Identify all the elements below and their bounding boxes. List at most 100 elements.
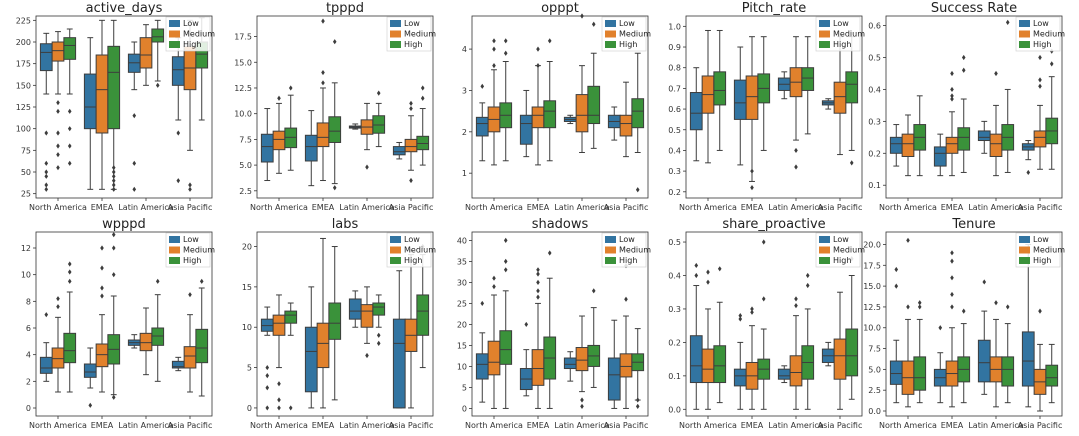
- y-tick-label: 17.5: [234, 33, 252, 42]
- y-tick-label: 17.5: [863, 261, 881, 270]
- box-body: [745, 75, 759, 120]
- box-body: [95, 343, 109, 368]
- outlier-point: [750, 309, 754, 315]
- x-tick-label: North America: [679, 203, 737, 212]
- outlier-point: [536, 294, 540, 300]
- legend-swatch-low: [605, 20, 616, 27]
- outlier-point: [111, 182, 116, 188]
- box-body: [1033, 130, 1047, 148]
- outlier-point: [44, 160, 49, 166]
- x-tick-label: EMEA: [527, 203, 550, 212]
- box-low: [392, 270, 406, 409]
- outlier-point: [88, 402, 93, 408]
- box-high: [913, 95, 927, 177]
- x-tick-label: EMEA: [91, 421, 114, 430]
- outlier-point: [365, 164, 369, 170]
- outlier-point: [321, 69, 325, 76]
- box-low: [889, 266, 903, 404]
- box-body: [531, 106, 545, 129]
- box-body: [475, 353, 489, 380]
- box-body: [889, 360, 903, 385]
- box-medium: [316, 237, 330, 409]
- box-medium: [789, 296, 803, 410]
- outlier-point: [376, 340, 381, 346]
- outlier-point: [761, 296, 766, 302]
- legend-label: High: [1033, 40, 1051, 49]
- box-body: [51, 41, 65, 62]
- box-body: [575, 347, 589, 372]
- y-tick-label: 3: [462, 86, 467, 95]
- x-tick-label: Latin America: [768, 421, 823, 430]
- box-body: [619, 114, 633, 137]
- box-body: [713, 345, 727, 384]
- outlier-point: [409, 100, 413, 107]
- box-medium: [487, 275, 501, 409]
- box-high: [1045, 343, 1059, 404]
- outlier-point: [503, 267, 508, 273]
- outlier-point: [277, 397, 281, 403]
- legend-swatch-high: [819, 41, 830, 48]
- x-tick-label: Latin America: [968, 421, 1023, 430]
- box-low: [127, 41, 141, 192]
- outlier-point: [188, 186, 192, 192]
- box-low: [83, 347, 97, 408]
- outlier-point: [950, 70, 954, 77]
- outlier-point: [44, 312, 49, 318]
- x-tick-label: North America: [465, 203, 523, 212]
- legend-label: Medium: [1033, 30, 1065, 39]
- outlier-point: [750, 168, 754, 174]
- outlier-point: [56, 108, 60, 114]
- box-medium: [833, 36, 847, 156]
- legend-swatch-high: [605, 41, 616, 48]
- y-tick-label: 200: [16, 38, 31, 47]
- panel-labs: labs 0 5 10 15 20 North America EMEA Latin Ameri…: [242, 217, 436, 430]
- box-high: [499, 237, 513, 409]
- legend-label: Medium: [1033, 246, 1065, 255]
- outlier-point: [950, 96, 954, 102]
- box-medium: [619, 263, 633, 409]
- panel-shadows: shadows 0 5 10 15 20 25 30 35 40 North America EMEA…: [457, 217, 651, 430]
- box-medium: [404, 100, 418, 184]
- legend-label: Medium: [619, 246, 651, 255]
- legend-swatch-medium: [605, 246, 616, 254]
- outlier-point: [277, 381, 281, 387]
- x-tick-label: North America: [679, 421, 737, 430]
- box-body: [372, 302, 386, 316]
- box-low: [348, 290, 362, 328]
- outlier-point: [176, 130, 181, 136]
- y-tick-label: 0.6: [868, 22, 881, 31]
- box-low: [260, 108, 274, 182]
- y-tick-label: 2.5: [868, 386, 881, 395]
- y-tick-label: 15: [457, 341, 467, 350]
- y-tick-label: 0.6: [668, 105, 681, 114]
- x-tick-label: Asia Pacific: [389, 203, 434, 212]
- box-low: [607, 106, 621, 141]
- y-tick-label: 0.8: [668, 64, 681, 73]
- panel-title: labs: [332, 217, 359, 232]
- y-tick-label: 0.9: [668, 43, 681, 52]
- box-body: [689, 92, 703, 131]
- box-high: [757, 36, 771, 151]
- legend-label: Low: [183, 19, 199, 28]
- y-tick-label: 6: [26, 324, 31, 333]
- y-tick-label: 0: [26, 404, 31, 413]
- x-tick-label: Asia Pacific: [604, 421, 649, 430]
- y-tick-label: 0.4: [668, 271, 681, 280]
- y-tick-label: 10: [21, 271, 31, 280]
- outlier-point: [906, 304, 910, 310]
- y-tick-label: 20: [242, 243, 252, 252]
- plot-frame: [256, 231, 434, 417]
- y-tick-label: 2.5: [239, 187, 252, 196]
- x-tick-label: Latin America: [554, 421, 609, 430]
- x-tick-label: Latin America: [554, 203, 609, 212]
- outlier-point: [111, 272, 116, 278]
- box-body: [284, 310, 298, 324]
- box-high: [543, 250, 557, 409]
- box-medium: [945, 250, 959, 408]
- legend-label: Low: [404, 19, 420, 28]
- x-tick-label: Latin America: [968, 203, 1023, 212]
- legend-label: Low: [833, 235, 849, 244]
- box-low: [260, 306, 274, 411]
- y-tick-label: 7.5: [868, 345, 881, 354]
